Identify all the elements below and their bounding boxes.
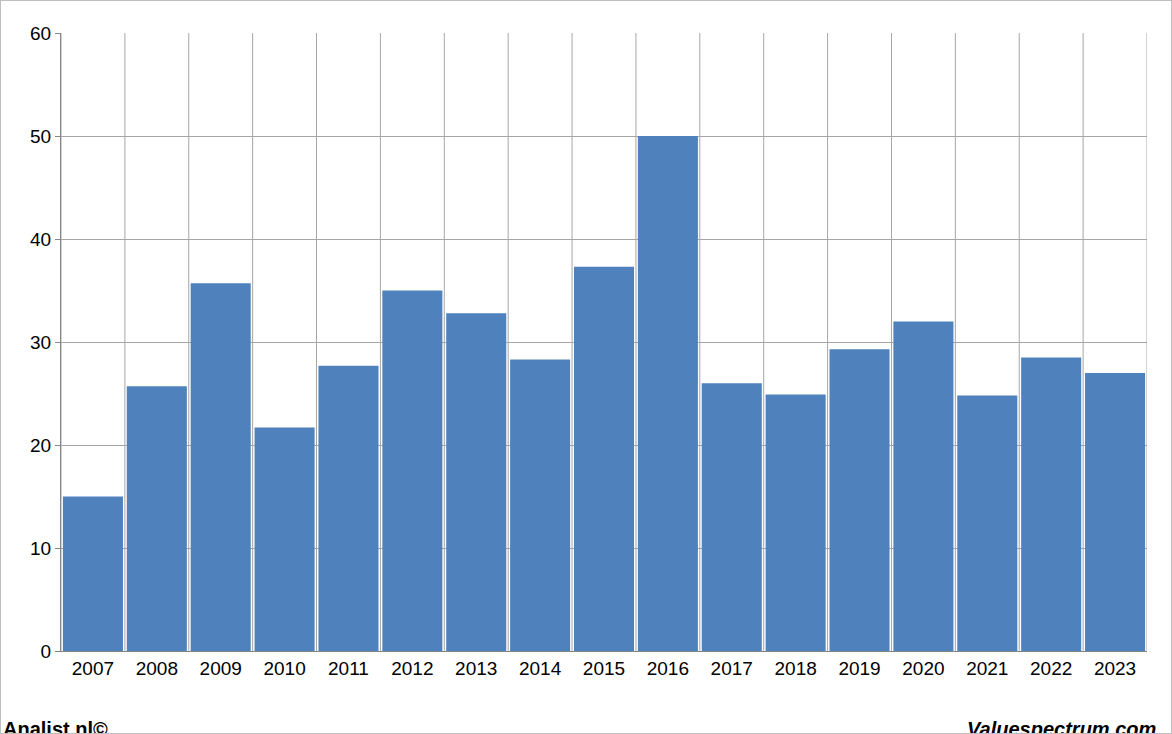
- svg-text:2023: 2023: [1094, 658, 1136, 679]
- svg-text:30: 30: [30, 332, 51, 353]
- svg-text:10: 10: [30, 538, 51, 559]
- svg-text:2007: 2007: [72, 658, 114, 679]
- svg-text:2010: 2010: [263, 658, 305, 679]
- svg-text:2018: 2018: [775, 658, 817, 679]
- svg-text:Analist.nl©: Analist.nl©: [3, 718, 108, 733]
- svg-text:2015: 2015: [583, 658, 625, 679]
- svg-text:2014: 2014: [519, 658, 562, 679]
- svg-text:0: 0: [41, 641, 52, 662]
- svg-text:40: 40: [30, 229, 51, 250]
- svg-text:2017: 2017: [711, 658, 753, 679]
- svg-text:50: 50: [30, 126, 51, 147]
- svg-text:2020: 2020: [902, 658, 944, 679]
- svg-text:2022: 2022: [1030, 658, 1072, 679]
- svg-text:2011: 2011: [328, 658, 369, 679]
- svg-text:Valuespectrum.com: Valuespectrum.com: [967, 718, 1156, 733]
- svg-text:2012: 2012: [391, 658, 433, 679]
- svg-text:20: 20: [30, 435, 51, 456]
- svg-text:60: 60: [30, 23, 51, 44]
- svg-text:2019: 2019: [838, 658, 880, 679]
- svg-text:2021: 2021: [966, 658, 1008, 679]
- svg-text:2009: 2009: [200, 658, 242, 679]
- svg-text:2016: 2016: [647, 658, 689, 679]
- svg-text:2013: 2013: [455, 658, 497, 679]
- svg-text:2008: 2008: [136, 658, 178, 679]
